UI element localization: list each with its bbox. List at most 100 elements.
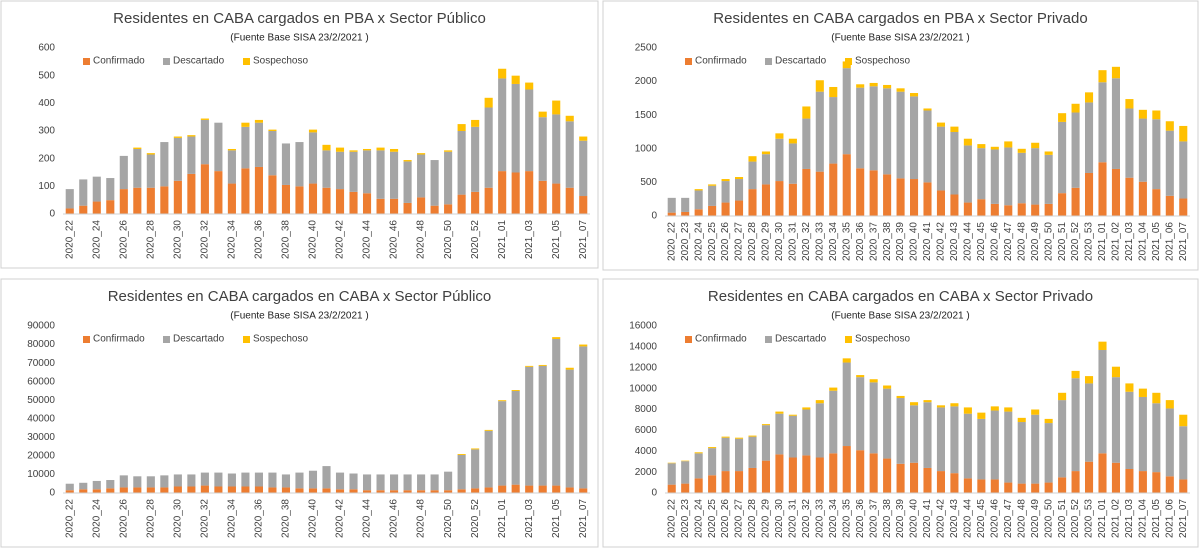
bar-segment xyxy=(362,148,372,151)
bar-segment xyxy=(694,478,703,493)
x-tick-label: 2020_34 xyxy=(828,222,839,261)
bar-segment xyxy=(511,83,520,173)
legend-label: Descartado xyxy=(173,56,225,67)
bar-segment xyxy=(910,462,919,493)
bar-segment xyxy=(681,211,690,216)
bar-segment xyxy=(308,129,318,133)
y-tick-label: 200 xyxy=(38,153,55,164)
bar-segment xyxy=(681,197,690,212)
x-tick-label: 2020_53 xyxy=(1084,222,1095,261)
bar-segment xyxy=(788,415,797,458)
bar-segment xyxy=(1125,99,1134,109)
bar-segment xyxy=(538,365,547,486)
bar-segment xyxy=(694,190,703,210)
x-tick-label: 2020_28 xyxy=(747,499,758,538)
x-tick-label: 2020_46 xyxy=(389,499,400,538)
bar-segment xyxy=(335,489,345,493)
bar-segment xyxy=(214,171,223,214)
bar-segment xyxy=(1071,187,1080,216)
x-tick-label: 2020_36 xyxy=(855,222,866,261)
x-tick-label: 2020_48 xyxy=(1016,222,1027,261)
bar-segment xyxy=(1098,341,1107,351)
bar-segment xyxy=(1138,396,1147,472)
bar-segment xyxy=(761,424,770,426)
bar-segment xyxy=(579,346,588,489)
bar-segment xyxy=(498,78,507,172)
bar-segment xyxy=(1152,392,1161,404)
x-tick-label: 2020_39 xyxy=(895,499,906,538)
x-tick-label: 2021_04 xyxy=(1138,499,1149,538)
x-tick-label: 2020_46 xyxy=(389,220,400,259)
bar-segment xyxy=(1017,483,1026,493)
y-tick-label: 400 xyxy=(38,98,55,109)
x-tick-label: 2020_22 xyxy=(64,499,75,538)
bar-segment xyxy=(322,187,331,214)
bar-segment xyxy=(538,364,547,366)
x-tick-label: 2020_29 xyxy=(761,499,772,538)
bar-segment xyxy=(1017,152,1026,204)
bar-segment xyxy=(1098,70,1107,83)
legend-label: Sospechoso xyxy=(253,56,308,67)
bar-segment xyxy=(119,189,128,214)
x-tick-label: 2020_42 xyxy=(335,220,346,259)
bar-segment xyxy=(829,390,838,454)
y-tick-label: 40000 xyxy=(27,413,55,424)
x-tick-label: 2021_07 xyxy=(1178,222,1189,261)
bar-segment xyxy=(681,483,690,493)
bar-segment xyxy=(187,173,196,214)
bar-segment xyxy=(254,486,263,493)
x-tick-label: 2020_26 xyxy=(720,222,731,261)
bar-segment xyxy=(721,179,730,182)
bar-segment xyxy=(936,190,945,216)
bar-segment xyxy=(579,344,588,347)
bar-segment xyxy=(775,454,784,493)
bar-segment xyxy=(376,490,385,493)
bar-segment xyxy=(950,473,959,493)
bar-segment xyxy=(761,460,770,493)
bar-segment xyxy=(1071,103,1080,113)
bar-segment xyxy=(842,362,851,447)
x-tick-label: 2020_50 xyxy=(443,499,454,538)
bar-segment xyxy=(106,200,115,214)
bar-segment xyxy=(1085,102,1094,173)
bar-segment xyxy=(160,487,169,493)
legend-label: Descartado xyxy=(775,56,827,67)
bar-segment xyxy=(79,482,88,490)
bar-segment xyxy=(471,191,480,214)
bar-segment xyxy=(471,126,480,192)
bar-segment xyxy=(1017,203,1026,216)
legend-swatch xyxy=(685,58,692,65)
x-tick-label: 2020_30 xyxy=(774,499,785,538)
x-tick-label: 2020_41 xyxy=(922,222,933,261)
bar-segment xyxy=(708,205,717,216)
bar-segment xyxy=(977,418,986,480)
bar-segment xyxy=(173,486,182,493)
x-tick-label: 2021_06 xyxy=(1164,222,1175,261)
x-tick-label: 2020_49 xyxy=(1030,222,1041,261)
bar-segment xyxy=(457,131,466,195)
bar-segment xyxy=(538,111,547,118)
x-tick-label: 2021_01 xyxy=(1097,499,1108,538)
bar-segment xyxy=(856,84,865,88)
bar-segment xyxy=(417,153,426,155)
bar-segment xyxy=(498,400,507,402)
bar-segment xyxy=(802,455,811,493)
bar-segment xyxy=(1071,112,1080,188)
bar-segment xyxy=(173,474,182,487)
bar-segment xyxy=(735,177,744,180)
bar-segment xyxy=(106,480,115,489)
bar-segment xyxy=(1017,422,1026,484)
bar-segment xyxy=(1165,400,1174,409)
bar-segment xyxy=(950,403,959,407)
x-tick-label: 2020_27 xyxy=(734,499,745,538)
bar-segment xyxy=(1165,130,1174,196)
bar-segment xyxy=(1111,168,1120,216)
x-tick-label: 2020_46 xyxy=(989,499,1000,538)
bar-segment xyxy=(511,390,520,391)
bar-segment xyxy=(498,485,507,493)
legend-swatch xyxy=(765,58,772,65)
legend-swatch xyxy=(163,336,170,343)
bar-segment xyxy=(667,212,676,216)
bar-segment xyxy=(200,472,209,486)
bar-segment xyxy=(950,126,959,132)
